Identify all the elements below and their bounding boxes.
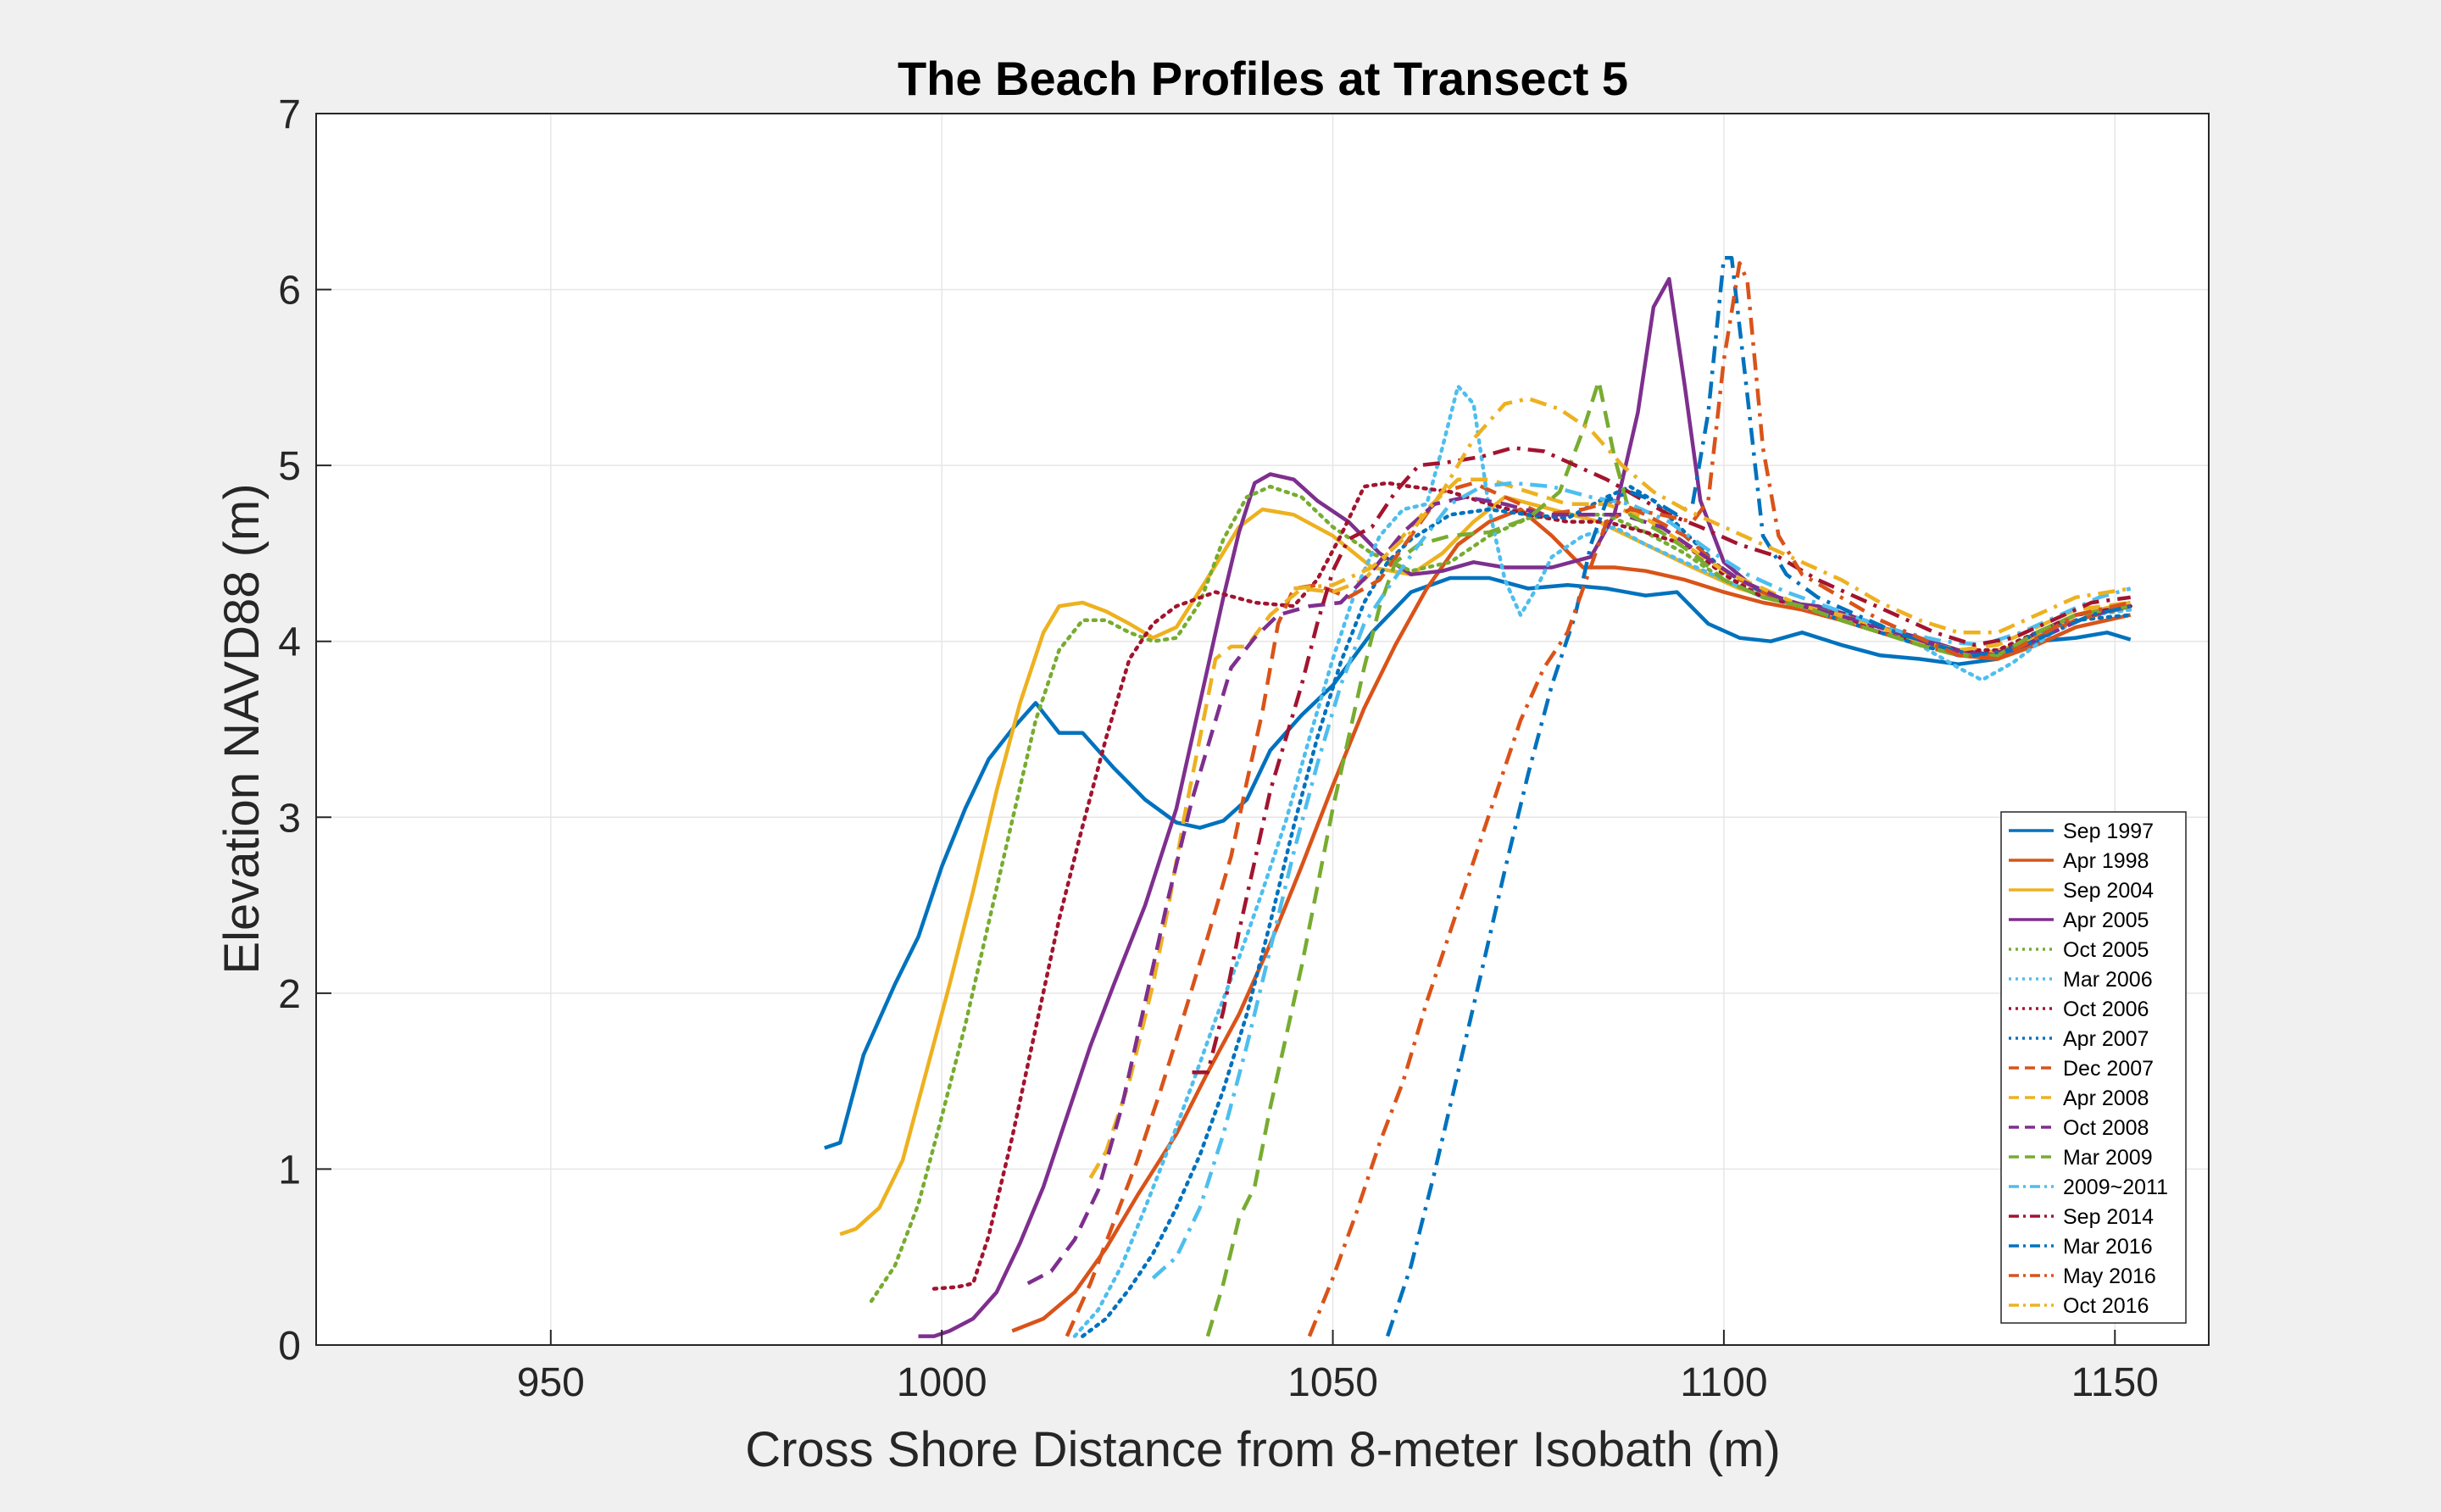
legend-entry-label: May 2016 — [2063, 1265, 2156, 1288]
y-tick-label: 6 — [278, 269, 301, 314]
y-tick-label: 3 — [278, 796, 301, 841]
legend-entry-label: Mar 2016 — [2063, 1235, 2153, 1259]
series-line-16 — [1307, 261, 2132, 1337]
legend: Sep 1997 Apr 1998 Sep 2004 Apr 2005 Oct 2005… — [2000, 811, 2187, 1324]
chart-title: The Beach Profiles at Transect 5 — [898, 52, 1628, 105]
series-line-4 — [918, 276, 2132, 1338]
y-axis-label: Elevation NAVD88 (m) — [214, 483, 270, 974]
legend-entry-label: Oct 2006 — [2063, 998, 2149, 1021]
legend-entry-label: Apr 2007 — [2063, 1027, 2149, 1051]
legend-entry-label: Sep 2014 — [2063, 1205, 2154, 1229]
y-tick-label: 4 — [278, 620, 301, 665]
legend-entry-label: Mar 2009 — [2063, 1146, 2153, 1170]
x-tick-label: 1100 — [1680, 1360, 1767, 1405]
series-line-6 — [1072, 384, 2132, 1338]
legend-entry-label: Apr 2005 — [2063, 909, 2149, 932]
legend-entry-label: Apr 1998 — [2063, 849, 2149, 873]
legend-entry-label: Oct 2008 — [2063, 1116, 2149, 1140]
x-tick-label: 1000 — [897, 1360, 987, 1405]
x-tick-label: 950 — [517, 1360, 585, 1405]
x-tick-label: 1150 — [2071, 1360, 2159, 1405]
series-line-15 — [1385, 255, 2132, 1337]
y-tick-label: 5 — [278, 444, 301, 489]
y-tick-label: 2 — [278, 972, 301, 1017]
legend-entry-label: 2009~2011 — [2063, 1176, 2168, 1199]
series-line-17 — [1293, 397, 2132, 635]
legend-entry-label: Sep 2004 — [2063, 879, 2154, 903]
legend-entry-label: Sep 1997 — [2063, 820, 2154, 843]
tick-labels: 950 1000 1050 1100 1150 0 1 2 3 4 5 6 7 — [278, 92, 2159, 1405]
legend-entry-label: Apr 2008 — [2063, 1087, 2149, 1110]
y-tick-label: 0 — [278, 1324, 301, 1369]
x-tick-label: 1050 — [1287, 1360, 1378, 1405]
ticks — [316, 113, 2116, 1346]
y-tick-label: 1 — [278, 1148, 301, 1192]
legend-entry-label: Dec 2007 — [2063, 1057, 2154, 1081]
y-tick-label: 7 — [278, 92, 301, 137]
series-line-14 — [1192, 446, 2131, 1075]
legend-entry-label: Oct 2016 — [2063, 1294, 2149, 1318]
plot-frame — [315, 113, 2210, 1346]
x-axis-label: Cross Shore Distance from 8-meter Isobat… — [745, 1422, 1781, 1477]
legend-entry-label: Mar 2006 — [2063, 968, 2153, 992]
legend-entry-label: Oct 2005 — [2063, 938, 2149, 962]
plot-area — [316, 114, 2209, 1345]
series-layer — [824, 255, 2132, 1338]
series-line-12 — [1205, 379, 2132, 1337]
